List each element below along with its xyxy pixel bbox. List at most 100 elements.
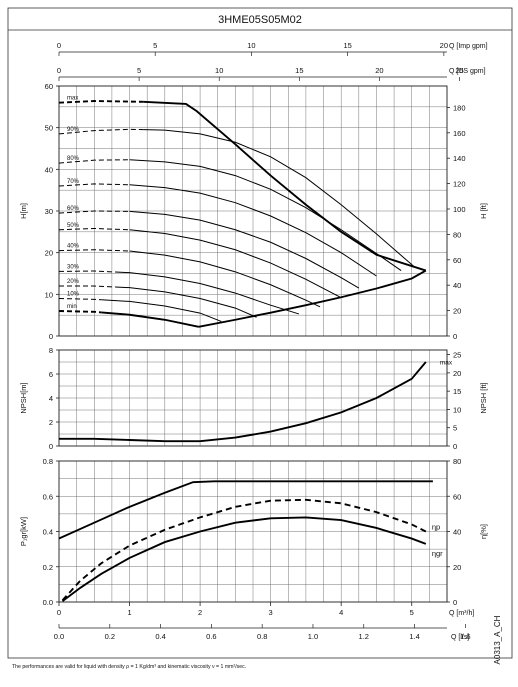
x-tick-label: 3	[269, 608, 273, 617]
y-tick-label-left: 0	[49, 442, 53, 451]
series-line-dashed-part	[58, 159, 130, 164]
y-tick-label-right: 120	[453, 180, 466, 189]
y-tick-label-left: 0.8	[43, 457, 53, 466]
y-tick-label-left: 50	[45, 124, 53, 133]
series-line	[58, 480, 433, 540]
y-tick-label-left: 20	[45, 249, 53, 258]
top-axis-tick-label: 20	[440, 41, 448, 50]
curve-label: 40%	[67, 244, 80, 250]
y-tick-label-left: 30	[45, 207, 53, 216]
top-axis-tick-label: 15	[343, 41, 351, 50]
x-tick-label: 2	[198, 608, 202, 617]
y-tick-label-left: 60	[45, 82, 53, 91]
curve-label: min	[67, 304, 77, 310]
top-axis-tick-label: 5	[153, 41, 157, 50]
series-line	[61, 516, 427, 602]
curve-label: 60%	[67, 206, 80, 212]
series-line-dashed-part	[58, 210, 130, 214]
series-line	[115, 286, 257, 318]
y-tick-label-right: 20	[453, 369, 461, 378]
curve-label: 20%	[67, 279, 80, 285]
y-axis-label-left: P₁gr[kW]	[19, 517, 28, 546]
top-axis-tick-label: 25	[455, 66, 463, 75]
top-axis-tick-label: 10	[247, 41, 255, 50]
y-tick-label-right: 0	[453, 442, 457, 451]
series-line	[59, 361, 427, 443]
drawing-code: A0313_A_CH	[493, 615, 502, 664]
footnote: The performances are valid for liquid wi…	[12, 664, 246, 670]
lps-axis-tick-label: 0.2	[105, 632, 115, 641]
y-tick-label-left: 10	[45, 290, 53, 299]
series-line	[129, 184, 377, 277]
lps-axis-tick-label: 0.0	[54, 632, 64, 641]
series-line-dashed-part	[59, 285, 116, 288]
y-tick-label-right: 20	[453, 563, 461, 572]
y-tick-label-left: 0	[49, 332, 53, 341]
series-line-dashed-part	[58, 128, 144, 135]
curve-label: 50%	[67, 223, 80, 229]
y-tick-label-right: 180	[453, 103, 466, 112]
top-axis-label: Q [Imp gpm]	[449, 43, 488, 50]
top-axis-tick-label: 15	[295, 66, 303, 75]
y-tick-label-left: 4	[49, 394, 53, 403]
y-axis-label-left: H[m]	[19, 203, 28, 219]
y-tick-label-right: 0	[453, 332, 457, 341]
y-tick-label-right: 15	[453, 387, 461, 396]
y-tick-label-left: 6	[49, 370, 53, 379]
curve-label: 80%	[67, 156, 80, 162]
series-line-dashed-part	[58, 100, 144, 104]
y-tick-label-right: 160	[453, 129, 466, 138]
x-tick-label: 0	[57, 608, 61, 617]
lps-axis-tick-label: 0.6	[206, 632, 216, 641]
x-tick-label: 4	[339, 608, 343, 617]
series-line	[129, 250, 321, 308]
curve-label: 90%	[67, 127, 80, 133]
y-tick-label-left: 2	[49, 418, 53, 427]
y-tick-label-right: 80	[453, 457, 461, 466]
y-axis-label-right: η[%]	[479, 524, 488, 539]
series-line	[129, 229, 342, 299]
curve-label: 30%	[67, 264, 80, 270]
top-axis-tick-label: 10	[215, 66, 223, 75]
curve-label: ηp	[432, 523, 440, 532]
sheet-frame	[7, 7, 513, 659]
x-axis-label: Q [m³/h]	[449, 610, 474, 617]
curve-label: max	[440, 359, 453, 366]
series-line-dashed-part	[58, 227, 130, 231]
series-line	[129, 159, 402, 271]
series-line-dashed	[61, 498, 427, 601]
y-tick-label-left: 0.6	[43, 492, 53, 501]
lps-axis-tick-label: 1.0	[308, 632, 318, 641]
y-tick-label-left: 40	[45, 165, 53, 174]
y-tick-label-left: 0.2	[43, 563, 53, 572]
y-axis-label-right: H [ft]	[479, 203, 488, 219]
y-tick-label-right: 40	[453, 528, 461, 537]
curve-label: 70%	[67, 179, 80, 185]
lps-axis-tick-label: 1.2	[359, 632, 369, 641]
curve-label: 10%	[67, 292, 80, 298]
lps-axis-tick-label: 1.4	[409, 632, 419, 641]
y-tick-label-left: 0.4	[43, 528, 53, 537]
series-line-dashed-part	[58, 298, 102, 301]
y-axis-label-right: NPSH [ft]	[479, 382, 488, 413]
series-line	[143, 129, 416, 269]
series-line	[198, 269, 427, 328]
curve-label: max	[67, 96, 78, 102]
y-tick-label-right: 5	[453, 424, 457, 433]
y-tick-label-right: 10	[453, 405, 461, 414]
y-tick-label-left: 8	[49, 346, 53, 355]
top-axis-tick-label: 5	[137, 66, 141, 75]
y-tick-label-right: 60	[453, 492, 461, 501]
top-axis-tick-label: 0	[57, 41, 61, 50]
y-axis-label-left: NPSH[m]	[19, 382, 28, 413]
series-line-dashed-part	[58, 249, 130, 252]
chart-title: 3HME05S05M02	[218, 14, 302, 26]
lps-axis-tick-label: 0.8	[257, 632, 267, 641]
lps-axis-tick-label: 1.6	[460, 632, 470, 641]
y-tick-label-right: 80	[453, 230, 461, 239]
y-tick-label-right: 140	[453, 154, 466, 163]
series-line	[101, 299, 222, 322]
series-line-dashed-part	[58, 270, 116, 273]
